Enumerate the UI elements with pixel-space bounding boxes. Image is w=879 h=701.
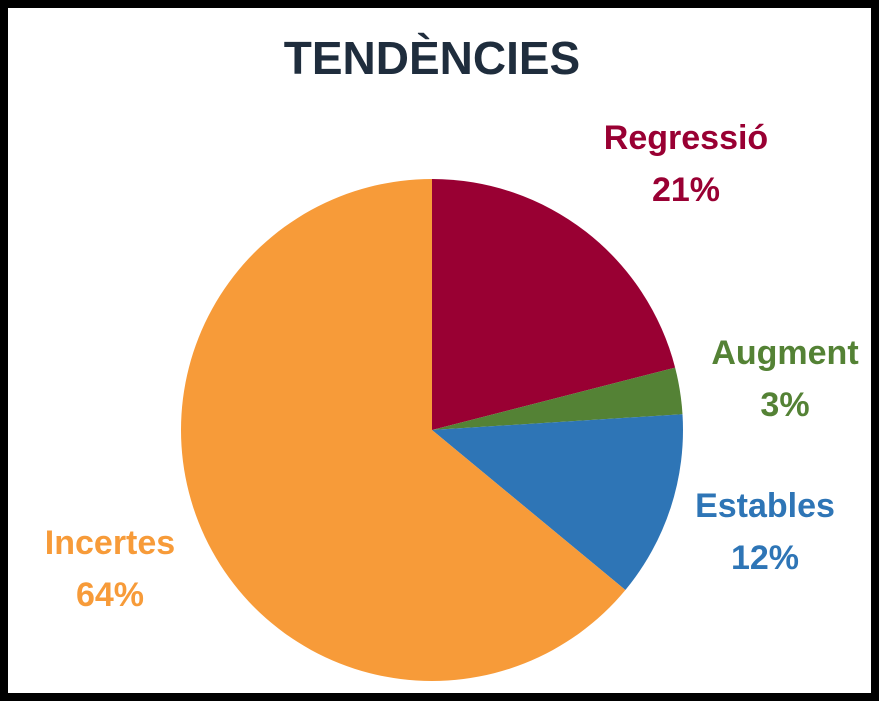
pie-slice <box>432 179 676 430</box>
slice-value-label: 64% <box>76 576 144 614</box>
slice-label: Augment <box>711 334 858 372</box>
chart-title: TENDÈNCIES <box>284 32 580 84</box>
pie-slice <box>432 414 683 590</box>
slice-label: Estables <box>695 487 835 525</box>
slice-value-label: 3% <box>760 386 809 424</box>
slice-label: Incertes <box>45 524 175 562</box>
slice-label: Regressió <box>604 119 768 157</box>
pie-slice <box>432 367 683 430</box>
slice-value-label: 21% <box>652 171 720 209</box>
pie-slice <box>181 179 626 681</box>
slice-value-label: 12% <box>731 539 799 577</box>
